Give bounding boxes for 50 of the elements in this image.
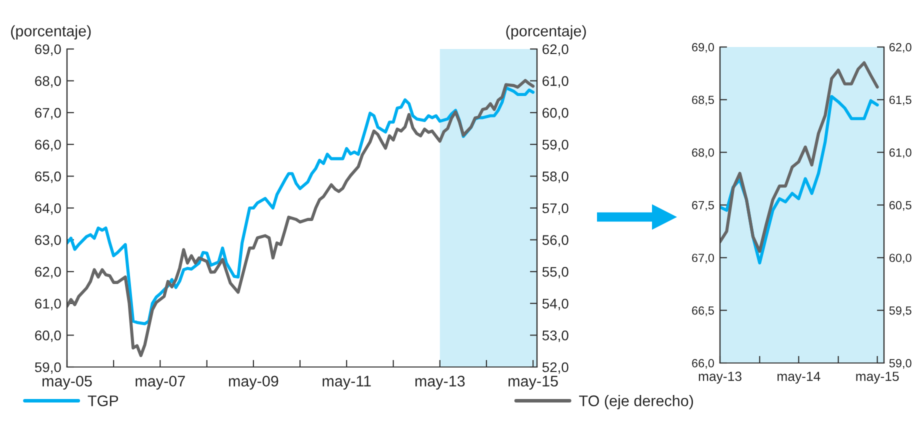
y-axis-title: (porcentaje) xyxy=(11,25,91,40)
y2-tick-label: 58,0 xyxy=(542,172,568,184)
y-tick-label: 63,0 xyxy=(35,235,61,247)
y2-tick-label: 60,0 xyxy=(542,108,568,120)
y2-tick-label: 57,0 xyxy=(542,203,568,215)
x-tick-label: may-05 xyxy=(42,376,92,390)
y2-tick-label: 61,0 xyxy=(889,148,912,158)
legend-label: TO (eje derecho) xyxy=(579,395,694,410)
y2-tick-label: 61,0 xyxy=(542,76,568,88)
x-tick-label: may-15 xyxy=(508,376,558,390)
y-tick-label: 69,0 xyxy=(692,43,714,53)
x-tick-label: may-09 xyxy=(228,376,278,390)
y-tick-label: 65,0 xyxy=(35,172,61,184)
y-tick-label: 62,0 xyxy=(35,266,61,278)
y-tick-label: 69,0 xyxy=(35,44,61,56)
y2-tick-label: 55,0 xyxy=(542,266,568,278)
y2-tick-label: 59,0 xyxy=(889,359,912,369)
y2-tick-label: 52,0 xyxy=(542,362,568,374)
y-tick-label: 60,0 xyxy=(35,330,61,342)
y2-tick-label: 59,0 xyxy=(542,140,568,152)
y-tick-label: 68,5 xyxy=(692,96,714,106)
x-tick-label: may-13 xyxy=(698,372,742,384)
y2-tick-label: 62,0 xyxy=(542,44,568,56)
y-tick-label: 66,0 xyxy=(35,140,61,152)
y2-tick-label: 62,0 xyxy=(889,43,912,53)
x-tick-label: may-13 xyxy=(415,376,465,390)
y2-tick-label: 61,5 xyxy=(889,96,912,106)
y2-axis-title: (porcentaje) xyxy=(506,25,586,40)
y2-tick-label: 54,0 xyxy=(542,298,568,310)
x-tick-label: may-07 xyxy=(136,376,185,390)
line-series xyxy=(720,61,879,253)
x-tick-label: may-14 xyxy=(778,372,820,384)
y-tick-label: 67,0 xyxy=(35,108,61,120)
y2-tick-label: 59,5 xyxy=(889,306,912,316)
y-tick-label: 64,0 xyxy=(35,203,61,215)
y-tick-label: 61,0 xyxy=(35,298,61,310)
y2-tick-label: 56,0 xyxy=(542,235,568,247)
y2-tick-label: 60,5 xyxy=(889,201,912,211)
x-tick-label: may-11 xyxy=(322,376,371,390)
y-tick-label: 59,0 xyxy=(34,362,61,374)
x-tick-label: may-15 xyxy=(856,372,899,384)
y-tick-label: 67,0 xyxy=(692,254,714,264)
y-tick-label: 66,0 xyxy=(692,359,714,369)
y2-tick-label: 53,0 xyxy=(542,330,568,342)
y2-tick-label: 60,0 xyxy=(889,254,912,264)
y-tick-label: 68,0 xyxy=(692,148,714,158)
y-tick-label: 68,0 xyxy=(35,76,61,88)
legend-label: TGP xyxy=(88,395,118,406)
y-tick-label: 66,5 xyxy=(692,306,714,316)
y-tick-label: 67,5 xyxy=(692,201,714,211)
